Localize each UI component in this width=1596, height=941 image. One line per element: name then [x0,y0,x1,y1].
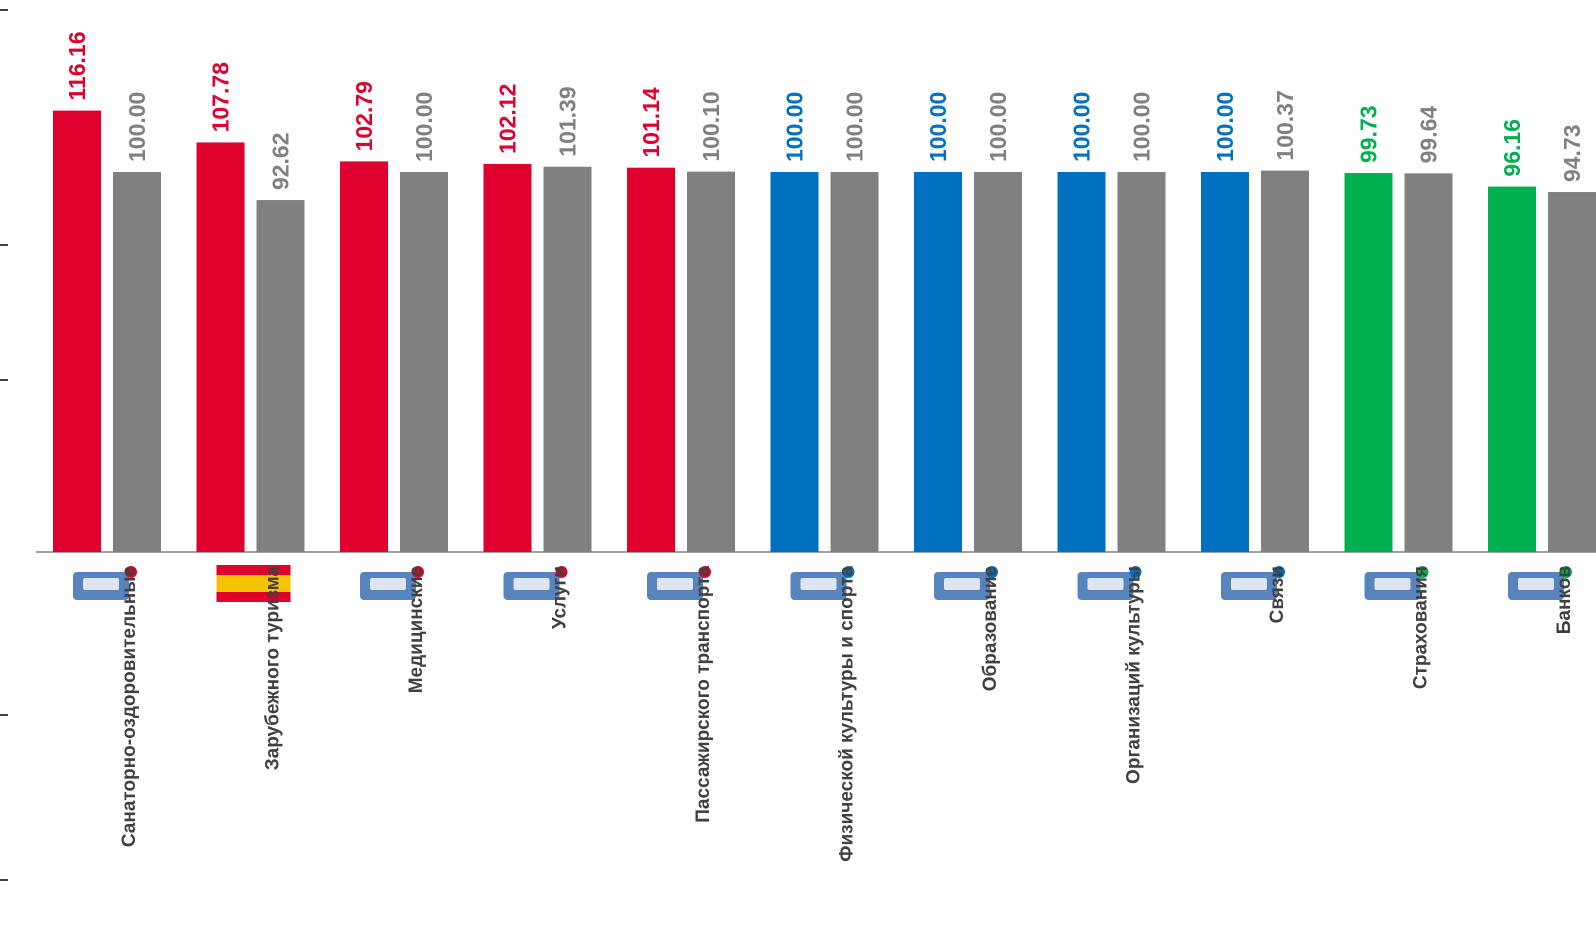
data-label: 100.37 [1272,90,1298,160]
data-label: 100.00 [842,92,868,162]
data-label: 92.62 [268,132,294,190]
data-label: 100.00 [1129,92,1155,162]
bar-current [196,142,245,552]
data-label: 100.00 [124,92,150,162]
category-label: Санаторно-оздоровительные [119,566,140,847]
category-label: Пассажирского транспорта [693,566,714,823]
data-label: 101.39 [555,86,581,156]
data-label: 99.64 [1416,106,1442,164]
data-label: 101.14 [638,87,664,158]
bar-previous [1117,172,1166,552]
data-label: 102.79 [351,81,377,151]
data-label: 100.00 [782,92,808,162]
value-labels: 116.16 100.00 107.78 92.62 102.79 100.00 102.1… [64,31,1585,190]
bar-current [770,172,819,552]
data-label: 107.78 [208,62,234,133]
bar-previous [1261,170,1309,552]
category-label: Физической культуры и спорта [837,566,858,862]
category-label: Страхования [1411,566,1432,689]
data-label: 100.00 [1212,92,1238,162]
sanatorium-icon [73,566,137,600]
cinema-ticket-icon [1077,566,1142,600]
bar-current [1057,172,1106,552]
bar-current [627,167,675,552]
services-icon [503,566,568,600]
data-label: 94.73 [1559,124,1585,182]
transport-icon [647,566,711,600]
data-label: 100.10 [698,91,724,161]
bar-previous [830,172,879,552]
category-label: Организаций культуры [1124,566,1145,784]
bar-current [1344,173,1393,552]
data-label: 116.16 [64,31,90,100]
bar-previous [687,171,735,552]
bar-current [914,172,962,552]
data-label: 100.00 [985,92,1011,162]
category-label: Образование [980,566,1001,691]
bars [53,110,1596,553]
medical-icon [360,566,424,600]
bar-current [483,163,532,552]
bar-previous [543,166,592,552]
bar-previous [256,200,305,552]
category-labels: Санаторно-оздоровительные Зарубежного тур… [119,566,1575,862]
bar-current [1201,172,1249,552]
data-label: 102.12 [495,84,521,154]
bar-previous [1404,173,1453,553]
category-label: Медицинские [406,566,427,693]
bar-previous [974,172,1022,552]
bar-current [1488,186,1536,553]
telephone-mail-icon [1221,566,1285,600]
bar-previous [113,172,161,552]
data-label: 100.00 [925,92,951,162]
bank-card-icon [1508,566,1572,600]
category-label: Банков [1554,566,1575,634]
data-label: 99.73 [1356,105,1382,163]
bar-current [53,110,101,552]
category-label: Зарубежного туризма [263,566,284,771]
swimming-pool-icon [790,566,855,600]
data-label: 96.16 [1499,119,1525,177]
category-label: Связи [1267,566,1288,623]
category-icons [73,565,1572,602]
bar-current [340,161,388,552]
category-label: Услуги [550,566,571,629]
bar-previous [1548,192,1596,552]
spain-flag-icon [216,565,291,602]
education-icon [934,566,998,600]
data-label: 100.00 [1069,92,1095,162]
car-insurance-icon [1364,566,1429,600]
bar-previous [400,172,448,552]
data-label: 100.00 [411,92,437,162]
y-axis-ticks [0,9,8,881]
